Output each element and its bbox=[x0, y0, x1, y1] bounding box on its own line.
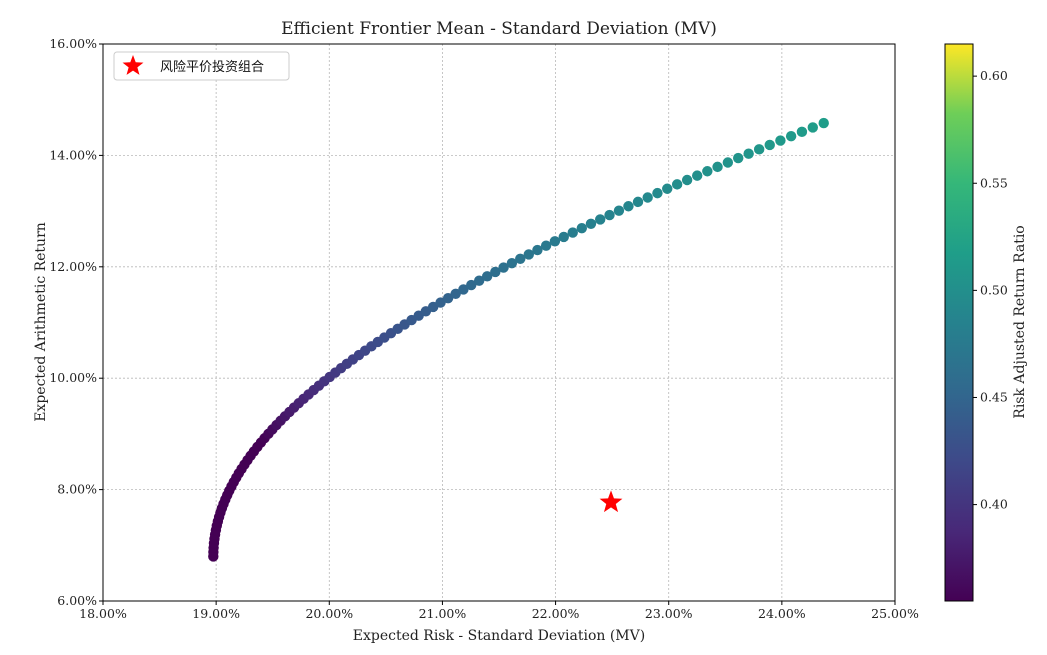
frontier-point bbox=[523, 249, 534, 260]
frontier-point bbox=[540, 240, 552, 251]
frontier-point bbox=[442, 292, 454, 304]
frontier-point bbox=[595, 214, 606, 225]
frontier-point bbox=[576, 222, 588, 234]
colorbar-gradient bbox=[945, 44, 973, 601]
y-tick-label: 6.00% bbox=[57, 593, 97, 608]
frontier-point bbox=[482, 271, 493, 282]
frontier-points bbox=[208, 117, 829, 562]
y-tick-label: 12.00% bbox=[49, 259, 97, 274]
frontier-point bbox=[435, 297, 446, 308]
frontier-point bbox=[733, 152, 744, 164]
frontier-point bbox=[458, 284, 469, 295]
y-axis-ticks: 6.00% 8.00% 10.00% 12.00% 14.00% 16.00% bbox=[49, 36, 103, 608]
frontier-point bbox=[796, 126, 808, 138]
frontier-point bbox=[549, 236, 561, 247]
y-tick-label: 10.00% bbox=[49, 370, 97, 385]
x-axis-label: Expected Risk - Standard Deviation (MV) bbox=[353, 628, 645, 644]
frontier-point bbox=[623, 201, 634, 212]
colorbar-frame bbox=[944, 43, 974, 602]
frontier-point bbox=[692, 170, 703, 181]
y-tick-label: 14.00% bbox=[49, 147, 97, 162]
frontier-point bbox=[604, 209, 615, 221]
x-tick-label: 22.00% bbox=[532, 606, 580, 621]
frontier-point bbox=[652, 187, 663, 199]
frontier-point bbox=[775, 135, 786, 146]
frontier-point bbox=[671, 179, 683, 190]
colorbar-tick-label: 0.55 bbox=[980, 175, 1008, 190]
frontier-point bbox=[722, 157, 734, 168]
frontier-point bbox=[632, 196, 644, 208]
colorbar-label: Risk Adjusted Return Ratio bbox=[1012, 225, 1028, 418]
legend-label: 风险平价投资组合 bbox=[160, 59, 264, 75]
legend-star-marker bbox=[122, 55, 144, 75]
x-tick-label: 24.00% bbox=[758, 606, 806, 621]
frontier-point bbox=[450, 288, 461, 300]
frontier-point bbox=[466, 279, 477, 291]
frontier-point bbox=[764, 139, 775, 151]
frontier-point bbox=[567, 227, 578, 238]
frontier-point bbox=[613, 205, 625, 216]
colorbar-ticks: 0.40 0.45 0.50 0.55 0.60 bbox=[973, 68, 1008, 512]
x-axis-ticks: 18.00% 19.00% 20.00% 21.00% 22.00% 23.00% 24.0… bbox=[79, 601, 919, 621]
colorbar-tick-label: 0.40 bbox=[980, 497, 1008, 512]
frontier-point bbox=[743, 148, 754, 159]
x-tick-label: 25.00% bbox=[871, 606, 919, 621]
frontier-point bbox=[532, 244, 543, 256]
y-tick-label: 16.00% bbox=[49, 36, 97, 51]
frontier-point bbox=[515, 253, 526, 264]
frontier-point bbox=[818, 117, 829, 129]
frontier-point bbox=[490, 266, 501, 278]
frontier-point bbox=[642, 192, 653, 203]
special-points bbox=[599, 490, 623, 513]
frontier-point bbox=[473, 275, 485, 286]
frontier-point bbox=[662, 183, 673, 194]
legend-box bbox=[113, 51, 290, 81]
y-tick-label: 8.00% bbox=[57, 482, 97, 497]
x-tick-label: 19.00% bbox=[192, 606, 240, 621]
colorbar-tick-label: 0.60 bbox=[980, 68, 1008, 83]
frontier-point bbox=[712, 161, 723, 173]
frontier-point bbox=[681, 174, 693, 186]
frontier-point bbox=[558, 231, 569, 243]
x-tick-label: 20.00% bbox=[305, 606, 353, 621]
frontier-point bbox=[506, 257, 518, 269]
y-axis-label: Expected Arithmetic Return bbox=[33, 222, 49, 422]
frontier-point bbox=[753, 144, 765, 155]
chart-title: Efficient Frontier Mean - Standard Devia… bbox=[281, 19, 717, 39]
frontier-point bbox=[785, 131, 797, 142]
risk-parity-star bbox=[599, 490, 623, 513]
colorbar-tick-label: 0.50 bbox=[980, 282, 1008, 297]
x-tick-label: 18.00% bbox=[79, 606, 127, 621]
frontier-point bbox=[807, 122, 818, 133]
x-tick-label: 21.00% bbox=[419, 606, 467, 621]
legend: 风险平价投资组合 bbox=[113, 51, 290, 81]
frontier-point bbox=[498, 262, 509, 273]
frontier-point bbox=[585, 218, 597, 229]
plot-frame bbox=[102, 43, 896, 602]
colorbar-tick-label: 0.45 bbox=[980, 389, 1008, 404]
colorbar: 0.40 0.45 0.50 0.55 0.60 Risk Adjusted Retur… bbox=[944, 43, 1028, 602]
x-tick-label: 23.00% bbox=[645, 606, 693, 621]
frontier-point bbox=[702, 166, 713, 177]
